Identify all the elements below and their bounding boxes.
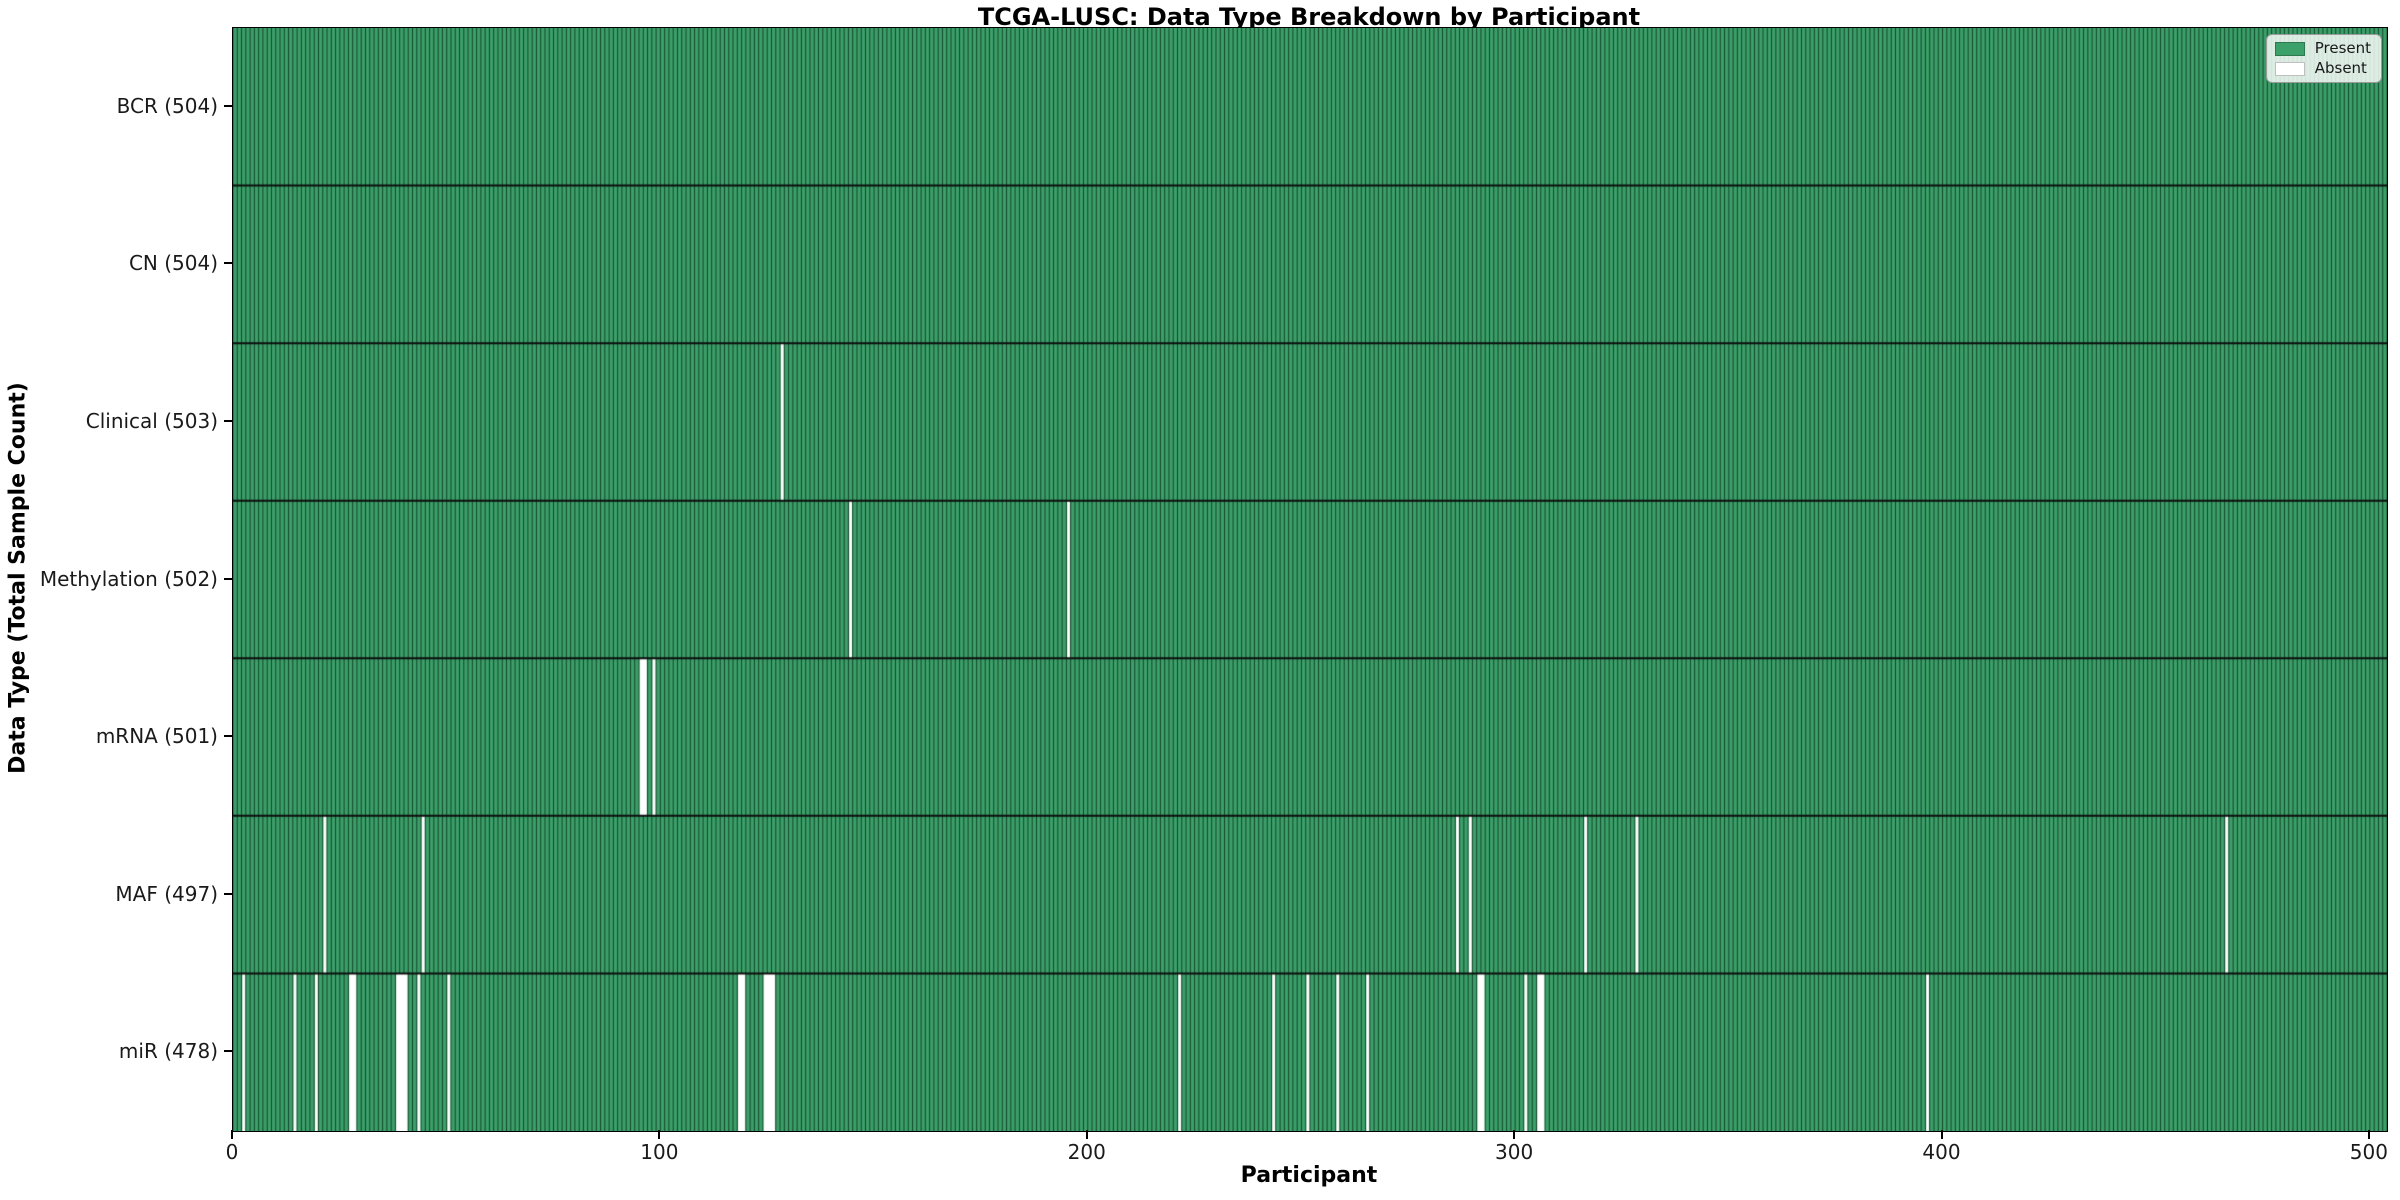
x-tick-label-0: 0: [225, 1140, 239, 1164]
x-tick-label-400: 400: [1922, 1140, 1961, 1164]
legend-label-present: Present: [2314, 39, 2371, 57]
x-tick-mark: [1940, 1130, 1943, 1139]
x-tick-label-200: 200: [1067, 1140, 1106, 1164]
x-tick-mark: [2367, 1130, 2370, 1139]
x-tick-label-300: 300: [1495, 1140, 1534, 1164]
y-tick-label-MAF: MAF (497): [115, 881, 218, 906]
y-tick-label-CN: CN (504): [128, 251, 218, 276]
x-tick-label-500: 500: [2349, 1140, 2388, 1164]
y-tick-mark: [224, 735, 232, 738]
legend: Present Absent: [2265, 34, 2382, 83]
x-tick-mark: [1085, 1130, 1088, 1139]
x-axis-label: Participant: [1240, 1163, 1378, 1188]
plot-canvas: [233, 28, 2387, 1131]
y-tick-label-mRNA: mRNA (501): [95, 724, 218, 749]
legend-label-absent: Absent: [2314, 59, 2367, 77]
legend-entry-absent: Absent: [2274, 59, 2371, 77]
x-tick-mark: [231, 1130, 233, 1139]
y-tick-mark: [224, 419, 232, 422]
x-tick-label-100: 100: [640, 1140, 679, 1164]
absent-swatch-icon: [2274, 61, 2305, 76]
plot-area: Present Absent: [232, 27, 2388, 1132]
y-tick-mark: [224, 577, 232, 580]
y-tick-label-Methylation: Methylation (502): [39, 566, 218, 591]
x-tick-mark: [658, 1130, 661, 1139]
present-swatch-icon: [2274, 41, 2305, 56]
y-tick-mark: [224, 1050, 232, 1053]
x-tick-mark: [1513, 1130, 1516, 1139]
y-tick-label-BCR: BCR (504): [116, 93, 218, 118]
y-tick-label-miR: miR (478): [118, 1039, 218, 1064]
y-tick-mark: [224, 262, 232, 265]
y-tick-mark: [224, 104, 232, 107]
y-tick-mark: [224, 892, 232, 895]
chart-title: TCGA-LUSC: Data Type Breakdown by Partic…: [977, 3, 1641, 31]
legend-entry-present: Present: [2274, 39, 2371, 57]
y-tick-label-Clinical: Clinical (503): [85, 408, 218, 433]
